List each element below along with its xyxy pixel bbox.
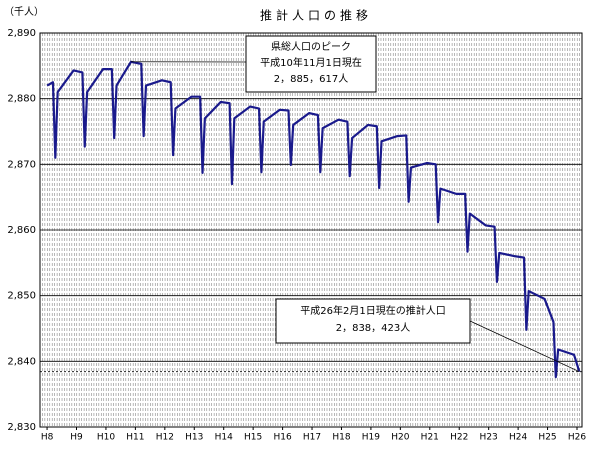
y-tick-label: 2,860: [7, 225, 36, 236]
x-tick-label: H19: [362, 433, 380, 443]
x-tick-label: H11: [126, 433, 144, 443]
x-tick-label: H9: [70, 433, 83, 443]
x-tick-label: H17: [303, 433, 321, 443]
x-tick-label: H12: [156, 433, 174, 443]
x-tick-label: H18: [332, 433, 350, 443]
y-tick-label: 2,890: [7, 28, 36, 39]
x-tick-label: H13: [185, 433, 203, 443]
y-tick-label: 2,850: [7, 291, 36, 302]
chart-title: 推計人口の推移: [260, 8, 372, 23]
annotation-box: [245, 35, 377, 93]
y-axis-label: （千人）: [4, 6, 44, 18]
annotation-text: 平成26年2月1日現在の推計人口: [300, 304, 445, 317]
x-tick-label: H14: [215, 433, 233, 443]
x-tick-label: H25: [538, 433, 556, 443]
x-tick-label: H10: [97, 433, 115, 443]
x-tick-label: H22: [450, 433, 468, 443]
y-tick-label: 2,830: [7, 422, 36, 433]
x-tick-label: H20: [391, 433, 409, 443]
annotation-leader: [469, 320, 580, 373]
y-tick-label: 2,840: [7, 356, 36, 367]
annotation-box: [275, 298, 471, 344]
x-tick-label: H8: [41, 433, 54, 443]
x-tick-label: H15: [244, 433, 262, 443]
x-tick-label: H23: [480, 433, 498, 443]
x-tick-label: H26: [568, 433, 586, 443]
x-tick-label: H24: [509, 433, 527, 443]
annotation-text: 2，885，617人: [274, 73, 349, 85]
y-tick-label: 2,870: [7, 159, 36, 170]
y-tick-label: 2,880: [7, 94, 36, 105]
plot-frame: [39, 32, 583, 428]
annotation-text: 2，838，423人: [336, 322, 411, 334]
x-tick-label: H21: [421, 433, 439, 443]
annotation-text: 平成10年11月1日現在: [260, 56, 362, 69]
annotation-text: 県総人口のピーク: [271, 40, 351, 53]
x-tick-label: H16: [273, 433, 291, 443]
